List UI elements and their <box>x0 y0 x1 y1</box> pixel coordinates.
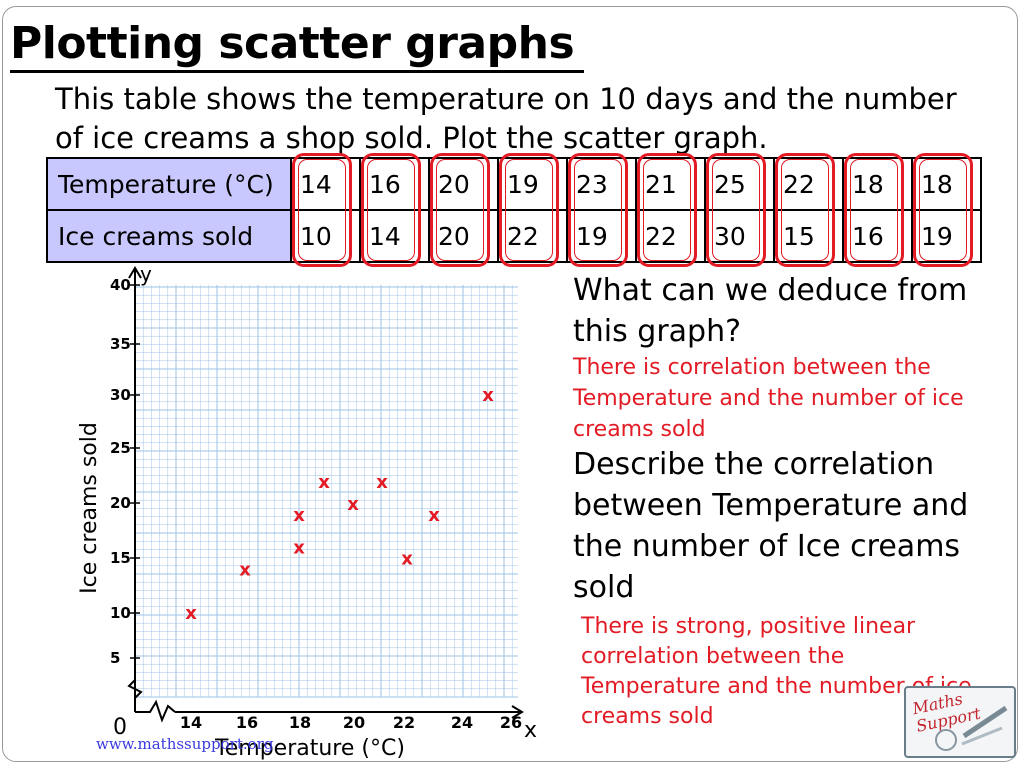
question-deduce: What can we deduce from this graph? <box>573 273 968 349</box>
data-point: x <box>428 505 440 526</box>
column-highlight-box <box>775 153 835 267</box>
data-point: x <box>376 472 388 493</box>
y-tick-label: 5 <box>110 649 120 667</box>
y-tick-label: 35 <box>110 335 131 353</box>
page-title: Plotting scatter graphs <box>10 18 575 69</box>
column-highlight-box <box>844 153 904 267</box>
column-highlight-box <box>430 153 490 267</box>
y-tick-label: 15 <box>110 549 131 567</box>
x-tick-label: 26 <box>500 713 522 732</box>
origin-label: 0 <box>113 715 127 740</box>
data-point: x <box>293 538 305 559</box>
data-point: x <box>401 549 413 570</box>
title-underline <box>10 70 584 73</box>
y-tick-label: 30 <box>110 386 131 404</box>
footer-url[interactable]: www.mathssupport.org <box>96 735 274 753</box>
x-axis-arrow <box>511 705 524 719</box>
data-point: x <box>318 472 330 493</box>
data-point: x <box>185 603 197 624</box>
column-highlight-box <box>292 153 352 267</box>
column-highlight-box <box>706 153 766 267</box>
x-tick-label: 16 <box>236 713 258 732</box>
data-point: x <box>293 505 305 526</box>
intro-text: This table shows the temperature on 10 d… <box>55 82 957 155</box>
x-tick-label: 20 <box>343 713 365 732</box>
y-axis-arrow <box>128 266 142 279</box>
column-highlight-box <box>637 153 697 267</box>
slide-frame <box>2 6 1018 762</box>
y-tick-label: 25 <box>110 439 131 457</box>
y-axis-letter: y <box>140 262 152 286</box>
x-axis-title: Temperature (°C) <box>214 736 405 761</box>
y-axis-title: Ice creams sold <box>77 422 102 594</box>
maths-support-logo: Maths Support <box>904 686 1016 758</box>
x-tick-label: 14 <box>180 713 202 732</box>
y-tick-label: 20 <box>110 494 131 512</box>
question-describe: Describe the correlation between Tempera… <box>573 447 969 605</box>
x-tick-label: 24 <box>451 713 473 732</box>
row-label-temperature: Temperature (°C) <box>46 157 292 211</box>
y-axis-break <box>127 679 143 699</box>
data-point: x <box>239 559 251 580</box>
data-point: x <box>482 385 494 406</box>
row-label-ice-creams: Ice creams sold <box>46 209 292 263</box>
answer-correlation: There is correlation between the Tempera… <box>573 355 964 442</box>
x-axis-break <box>135 699 176 723</box>
column-highlight-box <box>499 153 559 267</box>
y-tick-label: 10 <box>110 604 131 622</box>
x-tick-label: 18 <box>289 713 311 732</box>
x-axis-letter: x <box>524 718 537 743</box>
x-tick-label: 22 <box>393 713 415 732</box>
logo-pencil-icon <box>935 705 1008 751</box>
chart-grid <box>134 285 518 698</box>
column-highlight-box <box>361 153 421 267</box>
data-point: x <box>347 494 359 515</box>
column-highlight-box <box>913 153 973 267</box>
column-highlight-box <box>568 153 628 267</box>
y-tick-label: 40 <box>110 276 131 294</box>
